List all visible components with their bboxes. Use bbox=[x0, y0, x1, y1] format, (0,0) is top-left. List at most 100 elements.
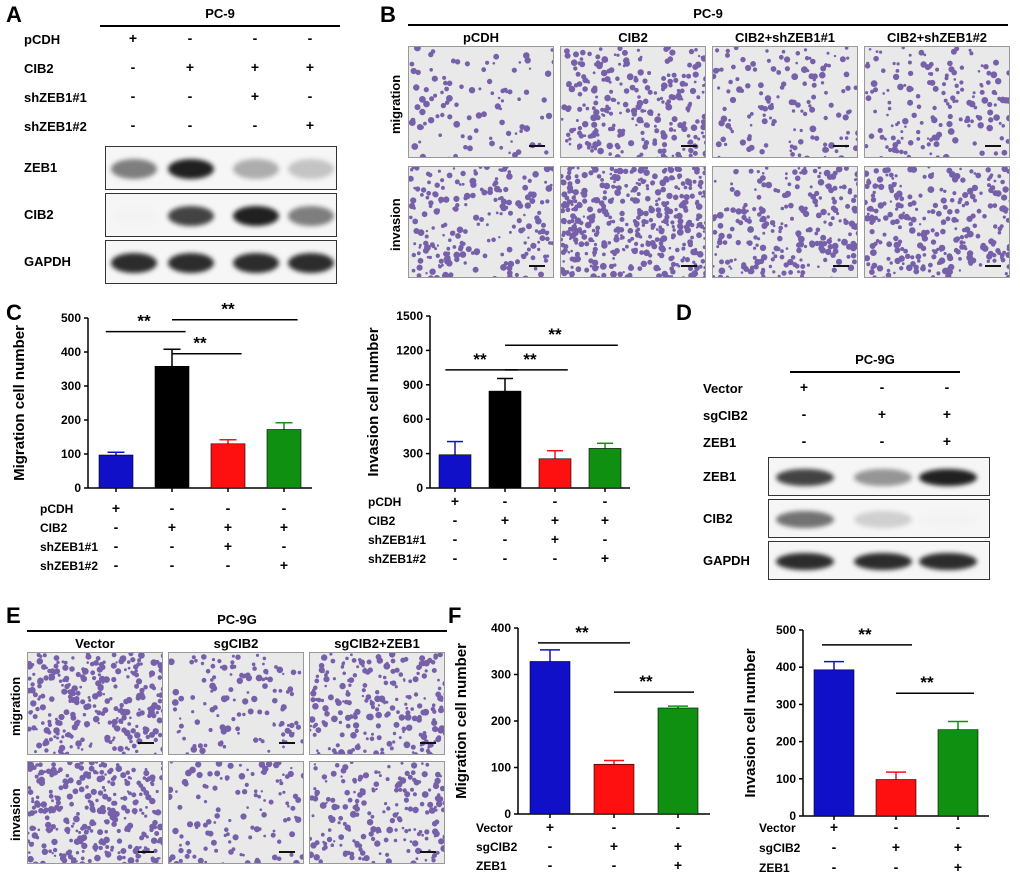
transwell-image bbox=[560, 46, 706, 158]
condition-mark: - bbox=[187, 117, 193, 133]
condition-label: pCDH bbox=[24, 32, 61, 47]
protein-band bbox=[919, 510, 977, 529]
condition-label: sgCIB2 bbox=[476, 840, 518, 854]
y-tick-label: 500 bbox=[61, 311, 81, 325]
column-label: CIB2+shZEB1#1 bbox=[734, 30, 836, 45]
condition-mark: + bbox=[551, 531, 559, 547]
blot-label: ZEB1 bbox=[24, 160, 58, 175]
blot-label: CIB2 bbox=[24, 207, 54, 222]
stained-cells bbox=[409, 47, 553, 157]
protein-band bbox=[233, 253, 279, 273]
condition-mark: - bbox=[801, 433, 807, 449]
significance-stars: ** bbox=[221, 300, 235, 319]
significance-stars: ** bbox=[920, 673, 934, 692]
condition-label: Vector bbox=[759, 821, 796, 835]
condition-mark: + bbox=[601, 550, 609, 566]
y-tick-label: 1200 bbox=[396, 343, 423, 357]
condition-mark: + bbox=[250, 88, 260, 104]
condition-mark: - bbox=[453, 512, 458, 528]
bar bbox=[154, 365, 190, 489]
scale-bar bbox=[681, 265, 697, 267]
y-tick-label: 300 bbox=[403, 447, 423, 461]
transwell-image bbox=[168, 761, 304, 864]
condition-mark: - bbox=[676, 819, 681, 835]
condition-mark: - bbox=[603, 531, 608, 547]
condition-mark: + bbox=[601, 512, 609, 528]
bar bbox=[593, 763, 635, 815]
protein-band bbox=[111, 253, 157, 273]
condition-mark: - bbox=[553, 493, 558, 509]
condition-mark: + bbox=[501, 512, 509, 528]
condition-mark: + bbox=[674, 857, 682, 873]
condition-mark: - bbox=[548, 838, 553, 854]
stained-cells bbox=[310, 762, 444, 863]
condition-mark: + bbox=[305, 117, 315, 133]
scale-bar bbox=[279, 851, 295, 853]
stained-cells bbox=[865, 47, 1009, 157]
bar bbox=[98, 454, 134, 489]
row-label: invasion bbox=[388, 198, 403, 251]
condition-mark: - bbox=[130, 117, 136, 133]
y-tick-label: 400 bbox=[776, 660, 796, 674]
stained-cells bbox=[28, 653, 162, 754]
condition-mark: - bbox=[170, 538, 175, 554]
condition-label: shZEB1#1 bbox=[40, 540, 98, 554]
chart-c-invasion: 0 300 600 900 1200 1500 Invasion cell number **… bbox=[365, 309, 630, 566]
condition-label: shZEB1#1 bbox=[24, 90, 87, 105]
transwell-image bbox=[560, 166, 706, 278]
transwell-image bbox=[168, 652, 304, 755]
condition-mark: - bbox=[282, 500, 287, 516]
protein-band bbox=[776, 510, 834, 529]
scale-bar bbox=[985, 265, 1001, 267]
y-tick-label: 300 bbox=[491, 668, 511, 682]
protein-band bbox=[919, 552, 977, 571]
cell-line-label: PC-9G bbox=[855, 352, 895, 367]
protein-band bbox=[919, 468, 977, 487]
scale-bar bbox=[279, 742, 295, 744]
condition-mark: - bbox=[226, 500, 231, 516]
scale-bar bbox=[420, 742, 436, 744]
transwell-image bbox=[27, 652, 163, 755]
y-axis-label: Invasion cell number bbox=[365, 327, 382, 476]
condition-mark: - bbox=[956, 819, 961, 835]
significance-stars: ** bbox=[548, 325, 562, 344]
y-tick-label: 1500 bbox=[396, 309, 423, 323]
significance-stars: ** bbox=[639, 672, 653, 691]
scale-bar bbox=[985, 145, 1001, 147]
condition-mark: - bbox=[187, 30, 193, 46]
row-label: migration bbox=[388, 75, 403, 135]
condition-mark: - bbox=[453, 531, 458, 547]
condition-label: ZEB1 bbox=[476, 859, 507, 873]
condition-mark: + bbox=[128, 30, 138, 46]
scale-bar bbox=[138, 742, 154, 744]
stained-cells bbox=[865, 167, 1009, 277]
condition-mark: + bbox=[280, 519, 288, 535]
condition-mark: - bbox=[226, 557, 231, 573]
transwell-image bbox=[408, 166, 554, 278]
bar bbox=[875, 779, 917, 817]
cell-line-underline bbox=[100, 25, 340, 27]
stained-cells bbox=[713, 47, 857, 157]
condition-mark: - bbox=[503, 531, 508, 547]
significance-stars: ** bbox=[858, 625, 872, 644]
condition-mark: - bbox=[114, 557, 119, 573]
significance-stars: ** bbox=[193, 334, 207, 353]
y-tick-label: 600 bbox=[403, 412, 423, 426]
significance-stars: ** bbox=[137, 312, 151, 331]
condition-mark: - bbox=[114, 538, 119, 554]
y-tick-label: 100 bbox=[61, 447, 81, 461]
y-tick-label: 900 bbox=[403, 378, 423, 392]
condition-mark: - bbox=[130, 59, 136, 75]
panel-label-d: D bbox=[676, 300, 692, 325]
condition-label: shZEB1#1 bbox=[368, 533, 426, 547]
condition-mark: + bbox=[799, 379, 809, 395]
bar bbox=[937, 729, 979, 817]
y-tick-label: 200 bbox=[61, 413, 81, 427]
transwell-image bbox=[712, 46, 858, 158]
y-tick-label: 0 bbox=[504, 807, 511, 821]
y-tick-label: 400 bbox=[491, 621, 511, 635]
bar bbox=[266, 429, 302, 489]
condition-mark: - bbox=[170, 500, 175, 516]
condition-mark: + bbox=[830, 819, 838, 835]
condition-label: shZEB1#2 bbox=[40, 559, 98, 573]
